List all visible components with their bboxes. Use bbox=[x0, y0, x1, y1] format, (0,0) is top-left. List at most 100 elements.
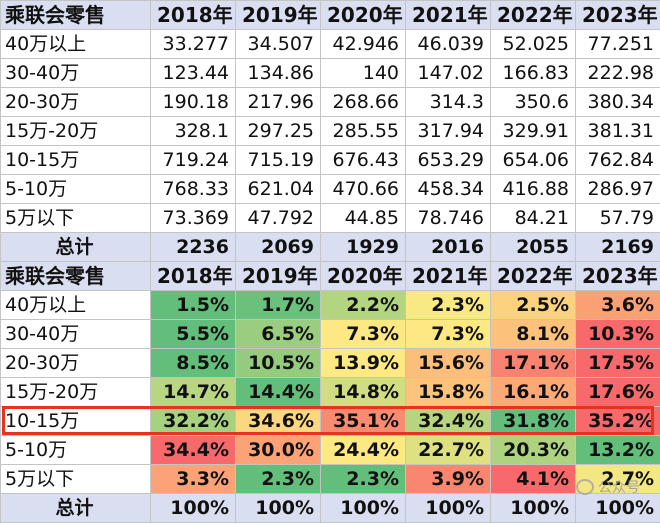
header-label: 乘联会零售 bbox=[0, 0, 151, 30]
volume-cell: 285.55 bbox=[320, 116, 406, 146]
year-header-4: 2022年 bbox=[490, 261, 576, 291]
share-cell: 17.6% bbox=[575, 377, 660, 407]
watermark: 公众号 bbox=[576, 477, 640, 497]
volume-total-cell: 2055 bbox=[490, 232, 576, 262]
volume-row: 5-10万 768.33 621.04 470.66 458.34 416.88 286.9… bbox=[0, 174, 660, 204]
volume-cell: 380.34 bbox=[575, 87, 660, 117]
share-total-cell: 100% bbox=[150, 493, 236, 523]
header-row-1: 乘联会零售 2018年 2019年 2020年 2021年 2022年 2023年 bbox=[0, 0, 660, 30]
volume-cell: 676.43 bbox=[320, 145, 406, 175]
volume-cell: 217.96 bbox=[235, 87, 321, 117]
volume-cell: 134.86 bbox=[235, 58, 321, 88]
share-cell: 30.0% bbox=[235, 435, 321, 465]
volume-cell: 268.66 bbox=[320, 87, 406, 117]
share-cell: 7.3% bbox=[405, 319, 491, 349]
share-row: 10-15万 32.2% 34.6% 35.1% 32.4% 31.8% 35.2% bbox=[0, 406, 660, 436]
row-label: 15万-20万 bbox=[0, 116, 151, 146]
header-label: 乘联会零售 bbox=[0, 261, 151, 291]
volume-cell: 52.025 bbox=[490, 29, 576, 59]
row-label: 20-30万 bbox=[0, 348, 151, 378]
year-header-2: 2020年 bbox=[320, 261, 406, 291]
volume-total-cell: 2169 bbox=[575, 232, 660, 262]
volume-row: 10-15万 719.24 715.19 676.43 653.29 654.06 762.… bbox=[0, 145, 660, 175]
share-cell: 8.5% bbox=[150, 348, 236, 378]
volume-cell: 314.3 bbox=[405, 87, 491, 117]
year-header-0: 2018年 bbox=[150, 0, 236, 30]
volume-cell: 715.19 bbox=[235, 145, 321, 175]
volume-cell: 458.34 bbox=[405, 174, 491, 204]
volume-cell: 470.66 bbox=[320, 174, 406, 204]
share-cell: 3.9% bbox=[405, 464, 491, 494]
share-cell: 2.3% bbox=[235, 464, 321, 494]
share-cell: 14.7% bbox=[150, 377, 236, 407]
volume-row: 15万-20万 328.1 297.25 285.55 317.94 329.91 381.… bbox=[0, 116, 660, 146]
share-cell: 13.9% bbox=[320, 348, 406, 378]
year-header-1: 2019年 bbox=[235, 261, 321, 291]
share-cell: 34.4% bbox=[150, 435, 236, 465]
row-label: 30-40万 bbox=[0, 319, 151, 349]
share-cell: 2.5% bbox=[490, 290, 576, 320]
share-total-row: 总计 100% 100% 100% 100% 100% 100% bbox=[0, 493, 660, 523]
row-label: 5-10万 bbox=[0, 435, 151, 465]
share-row: 30-40万 5.5% 6.5% 7.3% 7.3% 8.1% 10.3% bbox=[0, 319, 660, 349]
share-cell: 32.2% bbox=[150, 406, 236, 436]
volume-cell: 73.369 bbox=[150, 203, 236, 233]
year-header-1: 2019年 bbox=[235, 0, 321, 30]
row-label: 10-15万 bbox=[0, 406, 151, 436]
total-label: 总计 bbox=[0, 493, 151, 523]
volume-cell: 46.039 bbox=[405, 29, 491, 59]
share-cell: 5.5% bbox=[150, 319, 236, 349]
share-row: 40万以上 1.5% 1.7% 2.2% 2.3% 2.5% 3.6% bbox=[0, 290, 660, 320]
share-cell: 17.5% bbox=[575, 348, 660, 378]
row-label: 10-15万 bbox=[0, 145, 151, 175]
share-cell: 22.7% bbox=[405, 435, 491, 465]
volume-cell: 286.97 bbox=[575, 174, 660, 204]
share-cell: 15.8% bbox=[405, 377, 491, 407]
share-cell: 31.8% bbox=[490, 406, 576, 436]
share-cell: 2.2% bbox=[320, 290, 406, 320]
row-label: 30-40万 bbox=[0, 58, 151, 88]
year-header-4: 2022年 bbox=[490, 0, 576, 30]
share-cell: 6.5% bbox=[235, 319, 321, 349]
volume-cell: 77.251 bbox=[575, 29, 660, 59]
year-header-0: 2018年 bbox=[150, 261, 236, 291]
volume-cell: 768.33 bbox=[150, 174, 236, 204]
share-cell: 10.5% bbox=[235, 348, 321, 378]
volume-cell: 123.44 bbox=[150, 58, 236, 88]
row-label: 20-30万 bbox=[0, 87, 151, 117]
share-cell: 4.1% bbox=[490, 464, 576, 494]
share-cell: 13.2% bbox=[575, 435, 660, 465]
volume-cell: 222.98 bbox=[575, 58, 660, 88]
volume-total-cell: 1929 bbox=[320, 232, 406, 262]
year-header-3: 2021年 bbox=[405, 261, 491, 291]
share-cell: 2.3% bbox=[405, 290, 491, 320]
share-total-cell: 100% bbox=[575, 493, 660, 523]
share-cell: 20.3% bbox=[490, 435, 576, 465]
volume-cell: 84.21 bbox=[490, 203, 576, 233]
share-cell: 16.1% bbox=[490, 377, 576, 407]
total-label: 总计 bbox=[0, 232, 151, 262]
volume-row: 40万以上 33.277 34.507 42.946 46.039 52.025 77.25… bbox=[0, 29, 660, 59]
share-cell: 14.8% bbox=[320, 377, 406, 407]
share-cell: 3.6% bbox=[575, 290, 660, 320]
volume-total-cell: 2069 bbox=[235, 232, 321, 262]
header-row-2: 乘联会零售 2018年 2019年 2020年 2021年 2022年 2023年 bbox=[0, 261, 660, 291]
volume-cell: 654.06 bbox=[490, 145, 576, 175]
row-label: 5万以下 bbox=[0, 203, 151, 233]
volume-cell: 34.507 bbox=[235, 29, 321, 59]
volume-cell: 57.79 bbox=[575, 203, 660, 233]
share-cell: 3.3% bbox=[150, 464, 236, 494]
share-cell: 24.4% bbox=[320, 435, 406, 465]
share-cell: 35.1% bbox=[320, 406, 406, 436]
share-row: 5-10万 34.4% 30.0% 24.4% 22.7% 20.3% 13.2% bbox=[0, 435, 660, 465]
share-row: 20-30万 8.5% 10.5% 13.9% 15.6% 17.1% 17.5% bbox=[0, 348, 660, 378]
wechat-icon bbox=[576, 479, 594, 495]
row-label: 5万以下 bbox=[0, 464, 151, 494]
volume-row: 5万以下 73.369 47.792 44.85 78.746 84.21 57.79 bbox=[0, 203, 660, 233]
share-row: 5万以下 3.3% 2.3% 2.3% 3.9% 4.1% 2.7% bbox=[0, 464, 660, 494]
share-total-cell: 100% bbox=[490, 493, 576, 523]
year-header-2: 2020年 bbox=[320, 0, 406, 30]
volume-cell: 381.31 bbox=[575, 116, 660, 146]
share-cell: 10.3% bbox=[575, 319, 660, 349]
